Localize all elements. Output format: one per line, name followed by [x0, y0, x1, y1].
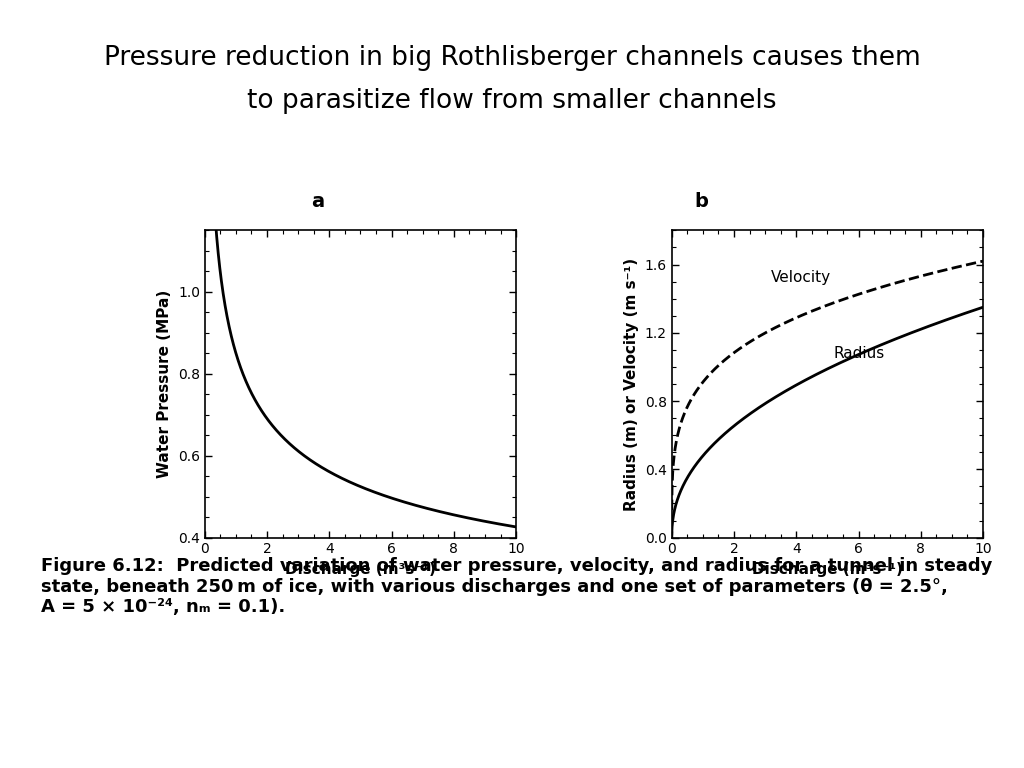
Text: Velocity: Velocity: [771, 270, 831, 285]
X-axis label: Discharge (m³s⁻¹): Discharge (m³s⁻¹): [285, 562, 436, 577]
Y-axis label: Water Pressure (MPa): Water Pressure (MPa): [158, 290, 172, 478]
Text: b: b: [694, 192, 709, 211]
Text: Figure 6.12:  Predicted variation of water pressure, velocity, and radius for a : Figure 6.12: Predicted variation of wate…: [41, 557, 992, 617]
Y-axis label: Radius (m) or Velocity (m s⁻¹): Radius (m) or Velocity (m s⁻¹): [625, 257, 639, 511]
Text: Pressure reduction in big Rothlisberger channels causes them: Pressure reduction in big Rothlisberger …: [103, 45, 921, 71]
X-axis label: Discharge (m³s⁻¹): Discharge (m³s⁻¹): [752, 562, 903, 577]
Text: Radius: Radius: [834, 346, 885, 362]
Text: a: a: [311, 192, 324, 211]
Text: to parasitize flow from smaller channels: to parasitize flow from smaller channels: [247, 88, 777, 114]
